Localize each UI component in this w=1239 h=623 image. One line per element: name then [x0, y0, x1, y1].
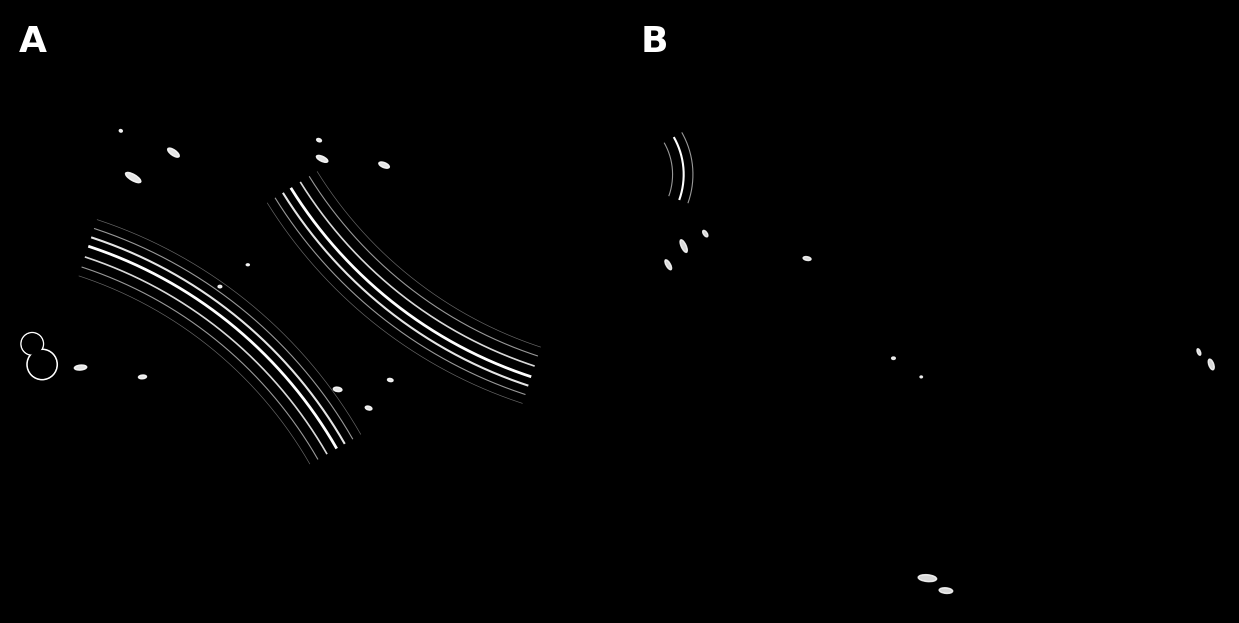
Ellipse shape — [74, 365, 87, 370]
Ellipse shape — [939, 587, 953, 594]
Ellipse shape — [665, 260, 672, 270]
Text: B: B — [641, 25, 668, 59]
Ellipse shape — [366, 406, 372, 410]
Ellipse shape — [921, 376, 923, 378]
Ellipse shape — [333, 387, 342, 392]
Ellipse shape — [892, 357, 896, 359]
Ellipse shape — [139, 375, 146, 379]
Ellipse shape — [918, 574, 937, 582]
Ellipse shape — [316, 155, 328, 163]
Ellipse shape — [1208, 359, 1214, 370]
Text: A: A — [19, 25, 47, 59]
Ellipse shape — [125, 173, 141, 183]
Ellipse shape — [1197, 349, 1201, 355]
Ellipse shape — [218, 285, 222, 288]
Circle shape — [22, 334, 42, 354]
Circle shape — [28, 351, 56, 378]
Ellipse shape — [803, 257, 812, 260]
Ellipse shape — [388, 378, 393, 382]
Ellipse shape — [317, 138, 321, 142]
Ellipse shape — [167, 148, 180, 157]
Ellipse shape — [379, 162, 389, 168]
Ellipse shape — [119, 130, 123, 132]
Ellipse shape — [680, 240, 688, 252]
Ellipse shape — [703, 231, 707, 237]
Ellipse shape — [247, 264, 249, 266]
